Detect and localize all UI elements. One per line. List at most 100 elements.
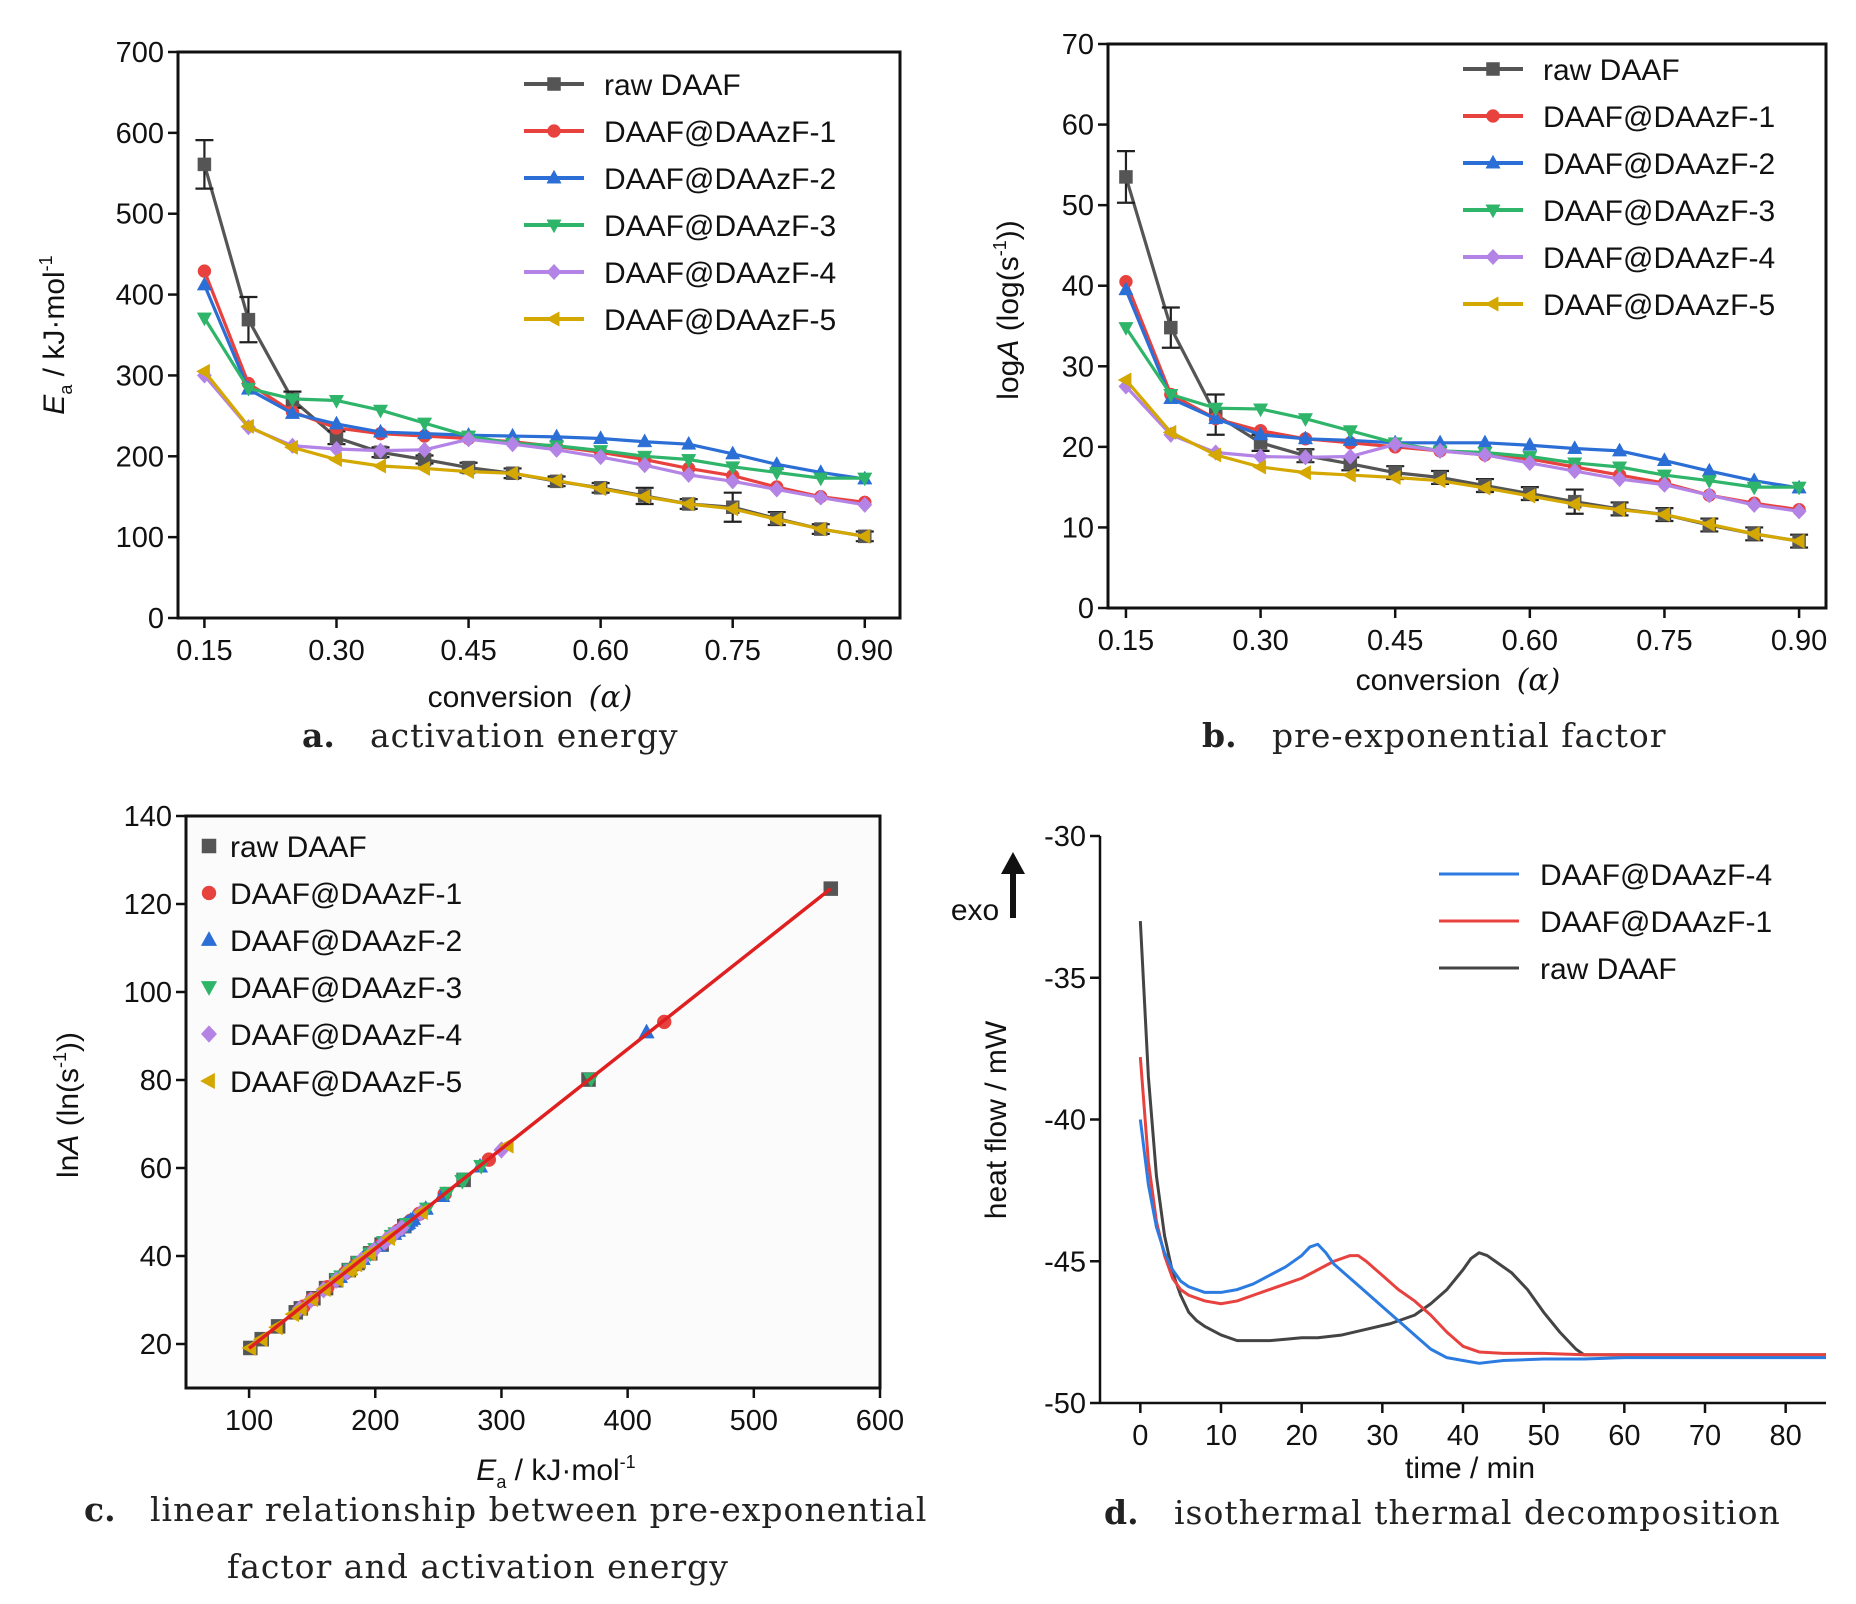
caption-letter: d.: [1104, 1493, 1139, 1532]
y-axis-title-units: / kJ·mol: [38, 271, 71, 384]
data-point: [504, 465, 519, 481]
x-axis-title-subscript: a: [496, 1472, 507, 1492]
data-point: [1656, 506, 1670, 523]
data-point: [1522, 436, 1538, 451]
data-point: [680, 496, 695, 512]
legend-label: raw DAAF: [1540, 953, 1677, 986]
legend-label: DAAF@DAAzF-5: [1543, 289, 1775, 322]
series-5: [1117, 372, 1805, 549]
x-tick-label: 80: [1770, 1420, 1802, 1452]
plot-frame: [1106, 42, 1828, 610]
data-point: [1746, 481, 1762, 496]
data-point: [769, 467, 785, 481]
caption-letter: a.: [302, 716, 335, 755]
data-point: [1342, 425, 1358, 440]
data-point: [372, 404, 389, 419]
series-line-2: [1138, 920, 1826, 1357]
data-point: [1656, 469, 1673, 484]
x-tick-label: 70: [1689, 1420, 1721, 1452]
data-point: [328, 395, 345, 409]
data-point: [1342, 448, 1358, 465]
data-point: [1656, 476, 1672, 493]
x-axis-title: conversion (α): [428, 680, 633, 715]
caption-text: pre-exponential factor: [1272, 716, 1667, 755]
legend-marker: [1486, 109, 1500, 123]
data-point: [681, 454, 697, 468]
legend-label: DAAF@DAAzF-4: [1540, 859, 1772, 892]
data-point: [1656, 452, 1673, 467]
legend-label: DAAF@DAAzF-5: [230, 1066, 462, 1099]
data-point: [284, 439, 298, 455]
data-point: [636, 489, 651, 505]
data-point: [1164, 320, 1178, 335]
y-axis-title-close: )): [992, 220, 1025, 240]
data-point: [1117, 372, 1132, 388]
y-tick-label: 60: [140, 1153, 172, 1185]
series-line: [1124, 378, 1800, 543]
plot-background: [186, 816, 880, 1388]
x-tick-label: 0.45: [440, 635, 496, 667]
series-4: [196, 367, 873, 513]
fit-line: [248, 887, 832, 1350]
panel-d-isothermal-decomposition-chart: 0 10 20 30 40 50 60 70 80 -50 -45 -40 -35 -30 DAAF@DAA…: [951, 821, 1826, 1532]
legend-label: DAAF@DAAzF-1: [1540, 906, 1772, 939]
data-point: [592, 481, 607, 497]
legend-label: DAAF@DAAzF-1: [230, 878, 462, 911]
series-line: [202, 284, 866, 481]
plot-frame: [184, 814, 882, 1390]
legend-marker: [546, 169, 562, 184]
y-tick-label: 400: [116, 280, 164, 312]
y-axis-title-subscript: a: [56, 384, 76, 395]
y-axis-title: logA (log(s-1)): [990, 220, 1025, 399]
x-tick-label: 0.45: [1367, 625, 1423, 657]
y-axis-title-superscript: -1: [50, 1052, 70, 1068]
data-point: [197, 264, 212, 278]
x-axis-title: time / min: [1405, 1452, 1535, 1485]
legend-label: DAAF@DAAzF-2: [230, 925, 462, 958]
series-line: [1124, 326, 1800, 489]
legend-label: raw DAAF: [604, 69, 741, 102]
caption-text: activation energy: [370, 716, 679, 755]
data-point: [1386, 469, 1401, 486]
data-point: [1297, 465, 1311, 481]
data-point: [1208, 410, 1224, 425]
data-point: [372, 458, 386, 474]
legend-label: DAAF@DAAzF-4: [1543, 242, 1775, 275]
x-tick-label: 10: [1205, 1420, 1237, 1452]
data-point: [328, 415, 345, 430]
y-tick-label: 120: [124, 889, 172, 921]
data-point: [857, 472, 873, 487]
y-tick-label: -50: [1044, 1388, 1086, 1420]
y-axis-title-symbol: A: [52, 1135, 85, 1157]
y-tick-label: 300: [116, 360, 164, 392]
series-line: [203, 370, 866, 538]
series-line: [1124, 176, 1800, 543]
data-point: [1612, 442, 1628, 457]
data-point: [416, 425, 433, 440]
series-5: [196, 363, 871, 544]
series-line-0: [1138, 1119, 1826, 1365]
x-axis-title-text: conversion: [1356, 664, 1501, 697]
y-tick-label: 700: [116, 37, 164, 69]
data-point: [460, 464, 475, 480]
y-axis-title-close: )): [52, 1032, 85, 1052]
y-tick-label: 140: [124, 801, 172, 833]
legend-label: DAAF@DAAzF-3: [1543, 195, 1775, 228]
y-axis-title: heat flow / mW: [980, 1020, 1013, 1219]
data-point: [1612, 470, 1628, 488]
panel-a-activation-energy-chart: 0.15 0.30 0.45 0.60 0.75 0.90 0 100 200 300 400 500…: [36, 37, 902, 755]
legend-label: DAAF@DAAzF-3: [604, 210, 836, 243]
data-point: [284, 405, 301, 419]
data-point: [1701, 487, 1717, 504]
y-tick-label: 20: [1062, 432, 1094, 464]
x-tick-label: 0.30: [1232, 625, 1288, 657]
legend-label: raw DAAF: [1543, 54, 1680, 87]
legend-marker: [546, 219, 562, 234]
data-point: [1521, 488, 1536, 504]
x-tick-label: 40: [1447, 1420, 1479, 1452]
series-line: [1124, 289, 1800, 490]
x-axis-title-superscript: -1: [620, 1452, 636, 1472]
data-point: [284, 393, 301, 408]
data-point: [1701, 516, 1715, 532]
y-axis-title-symbol: E: [38, 394, 71, 415]
